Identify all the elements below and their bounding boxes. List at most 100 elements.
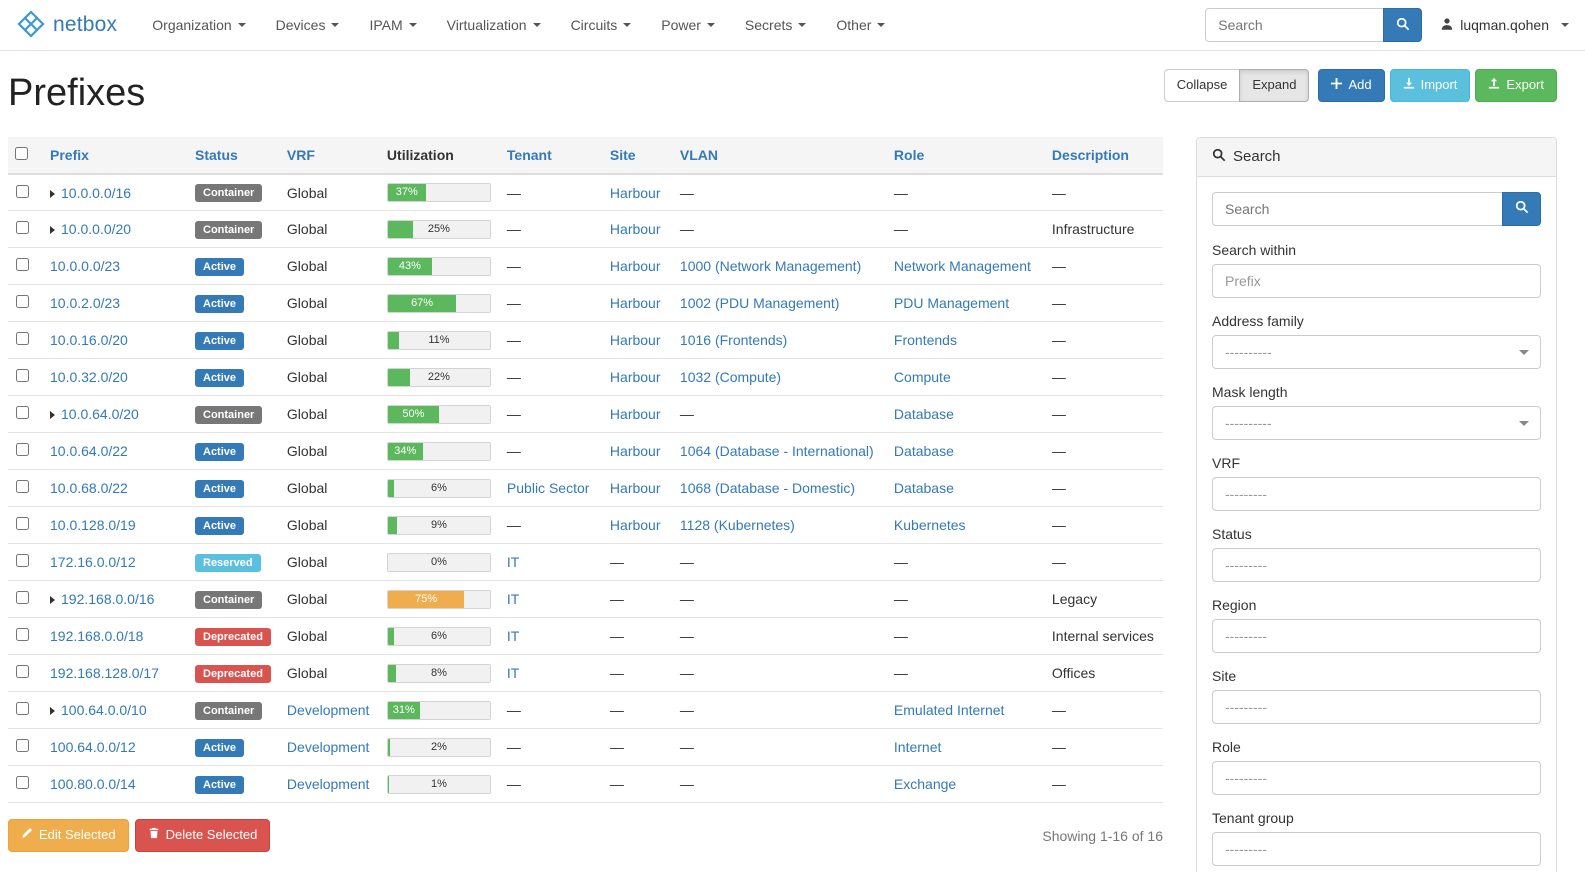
column-header-vrf[interactable]: VRF (278, 136, 379, 175)
tenant-link[interactable]: IT (506, 591, 520, 608)
prefix-link[interactable]: 192.168.0.0/18 (50, 628, 144, 645)
expand-toggle-icon[interactable] (50, 596, 55, 605)
filter-select-mask-length[interactable]: ---------- (1212, 405, 1541, 440)
row-select-checkbox[interactable] (16, 406, 29, 420)
site-link[interactable]: Harbour (609, 221, 661, 238)
role-link[interactable]: Database (893, 480, 954, 497)
prefix-link[interactable]: 10.0.0.0/16 (61, 184, 132, 201)
nav-item-ipam[interactable]: IPAM (354, 2, 431, 48)
row-select-checkbox[interactable] (16, 369, 29, 383)
collapse-button[interactable]: Collapse (1163, 69, 1241, 102)
row-select-checkbox[interactable] (16, 221, 29, 235)
filter-select-address-family[interactable]: ---------- (1212, 334, 1541, 369)
filter-input-site[interactable] (1212, 689, 1541, 724)
expand-toggle-icon[interactable] (50, 189, 55, 198)
vlan-link[interactable]: 1000 (Network Management) (679, 258, 862, 275)
site-link[interactable]: Harbour (609, 295, 661, 312)
role-link[interactable]: Compute (893, 369, 951, 386)
row-select-checkbox[interactable] (16, 554, 29, 568)
expand-button[interactable]: Expand (1239, 69, 1310, 102)
row-select-checkbox[interactable] (16, 665, 29, 679)
prefix-link[interactable]: 192.168.128.0/17 (50, 665, 159, 682)
delete-selected-button[interactable]: Delete Selected (134, 819, 271, 853)
prefix-link[interactable]: 10.0.0.0/23 (50, 258, 121, 275)
row-select-checkbox[interactable] (16, 702, 29, 716)
role-link[interactable]: Kubernetes (893, 517, 966, 534)
prefix-link[interactable]: 100.64.0.0/12 (50, 739, 136, 756)
add-button[interactable]: Add (1318, 69, 1385, 102)
vlan-link[interactable]: 1032 (Compute) (679, 369, 782, 386)
prefix-link[interactable]: 100.64.0.0/10 (61, 702, 147, 719)
global-search-button[interactable] (1383, 8, 1423, 42)
role-link[interactable]: Network Management (893, 258, 1031, 275)
site-link[interactable]: Harbour (609, 480, 661, 497)
nav-item-circuits[interactable]: Circuits (556, 2, 647, 48)
prefix-link[interactable]: 10.0.0.0/20 (61, 221, 132, 238)
filter-input-region[interactable] (1212, 618, 1541, 653)
expand-toggle-icon[interactable] (50, 226, 55, 235)
row-select-checkbox[interactable] (16, 295, 29, 309)
row-select-checkbox[interactable] (16, 443, 29, 457)
prefix-link[interactable]: 10.0.64.0/22 (50, 443, 128, 460)
role-link[interactable]: PDU Management (893, 295, 1010, 312)
role-link[interactable]: Database (893, 443, 954, 460)
filter-input-role[interactable] (1212, 760, 1541, 795)
vlan-link[interactable]: 1068 (Database - Domestic) (679, 480, 855, 497)
nav-item-other[interactable]: Other (821, 2, 900, 48)
vrf-link[interactable]: Development (286, 702, 370, 719)
column-header-description[interactable]: Description (1043, 136, 1163, 175)
prefix-link[interactable]: 192.168.0.0/16 (61, 591, 155, 608)
column-header-prefix[interactable]: Prefix (42, 136, 187, 175)
filter-input-tenant-group[interactable] (1212, 831, 1541, 866)
role-link[interactable]: Emulated Internet (893, 702, 1005, 719)
export-button[interactable]: Export (1475, 69, 1557, 102)
vlan-link[interactable]: 1016 (Frontends) (679, 332, 788, 349)
vlan-link[interactable]: 1002 (PDU Management) (679, 295, 840, 312)
row-select-checkbox[interactable] (16, 332, 29, 346)
vrf-link[interactable]: Development (286, 776, 370, 793)
row-select-checkbox[interactable] (16, 739, 29, 753)
prefix-link[interactable]: 172.16.0.0/12 (50, 554, 136, 571)
site-link[interactable]: Harbour (609, 184, 661, 201)
netbox-logo[interactable]: netbox (16, 9, 117, 42)
filter-input-search-within[interactable] (1212, 263, 1541, 298)
filter-search-input[interactable] (1212, 191, 1502, 226)
column-header-tenant[interactable]: Tenant (498, 136, 602, 175)
role-link[interactable]: Frontends (893, 332, 957, 349)
prefix-link[interactable]: 10.0.68.0/22 (50, 480, 128, 497)
expand-toggle-icon[interactable] (50, 707, 55, 716)
filter-input-status[interactable] (1212, 547, 1541, 582)
tenant-link[interactable]: IT (506, 628, 520, 645)
prefix-link[interactable]: 100.80.0.0/14 (50, 776, 136, 793)
prefix-link[interactable]: 10.0.32.0/20 (50, 369, 128, 386)
import-button[interactable]: Import (1389, 69, 1471, 102)
prefix-link[interactable]: 10.0.16.0/20 (50, 332, 128, 349)
site-link[interactable]: Harbour (609, 517, 661, 534)
row-select-checkbox[interactable] (16, 591, 29, 605)
tenant-link[interactable]: IT (506, 665, 520, 682)
row-select-checkbox[interactable] (16, 517, 29, 531)
role-link[interactable]: Internet (893, 739, 942, 756)
role-link[interactable]: Exchange (893, 776, 957, 793)
role-link[interactable]: Database (893, 406, 954, 423)
tenant-link[interactable]: Public Sector (506, 480, 590, 497)
vlan-link[interactable]: 1064 (Database - International) (679, 443, 874, 460)
expand-toggle-icon[interactable] (50, 411, 55, 420)
prefix-link[interactable]: 10.0.64.0/20 (61, 406, 139, 423)
select-all-checkbox[interactable] (15, 146, 28, 160)
vlan-link[interactable]: 1128 (Kubernetes) (679, 517, 795, 534)
column-header-role[interactable]: Role (885, 136, 1044, 175)
row-select-checkbox[interactable] (16, 184, 29, 198)
column-header-status[interactable]: Status (187, 136, 279, 175)
row-select-checkbox[interactable] (16, 258, 29, 272)
vrf-link[interactable]: Development (286, 739, 370, 756)
tenant-link[interactable]: IT (506, 554, 520, 571)
prefix-link[interactable]: 10.0.2.0/23 (50, 295, 121, 312)
site-link[interactable]: Harbour (609, 443, 661, 460)
column-header-site[interactable]: Site (601, 136, 672, 175)
nav-item-power[interactable]: Power (646, 2, 730, 48)
user-menu[interactable]: luqman.qohen (1440, 17, 1569, 34)
prefix-link[interactable]: 10.0.128.0/19 (50, 517, 136, 534)
nav-item-devices[interactable]: Devices (261, 2, 355, 48)
nav-item-organization[interactable]: Organization (137, 2, 260, 48)
